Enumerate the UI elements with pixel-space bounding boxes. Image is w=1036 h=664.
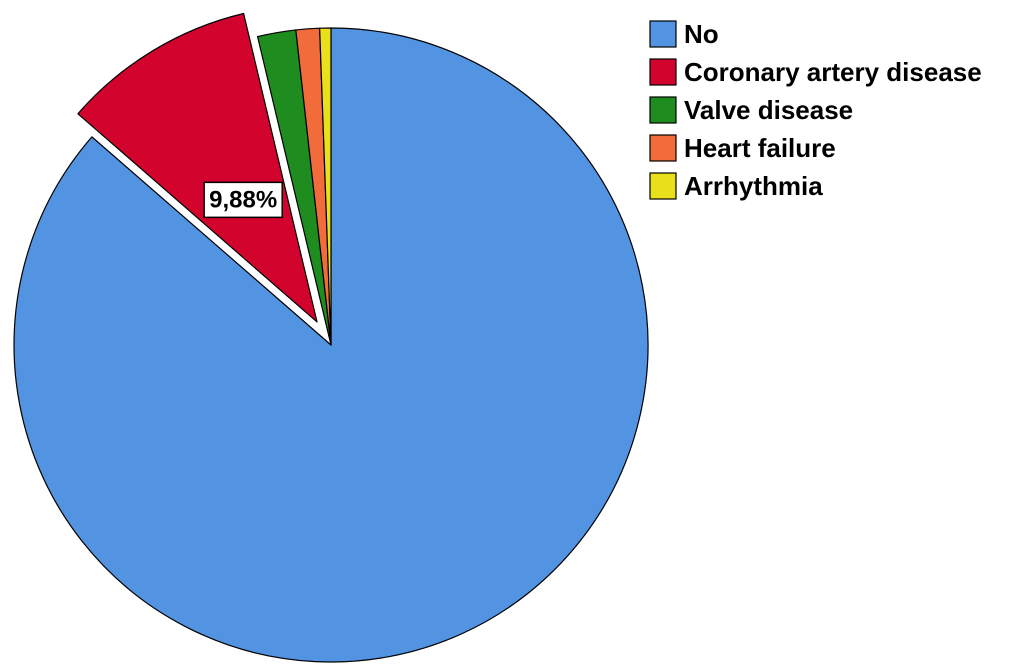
- legend-swatch: [649, 20, 677, 48]
- legend-label: No: [684, 19, 719, 49]
- data-label-coronary-artery-disease: 9,88%: [203, 181, 283, 219]
- legend-swatch: [649, 134, 677, 162]
- legend-item-no: No: [649, 19, 719, 49]
- legend: No Coronary artery disease Valve disease He…: [649, 19, 982, 201]
- pie-data-labels: 9,88%: [203, 181, 283, 219]
- legend-item-coronary-artery-disease: Coronary artery disease: [649, 57, 982, 87]
- legend-label: Valve disease: [684, 95, 853, 125]
- legend-item-arrhythmia: Arrhythmia: [649, 171, 823, 201]
- legend-swatch: [649, 58, 677, 86]
- legend-label: Heart failure: [684, 133, 836, 163]
- pie-slice-coronary-artery-disease: [77, 12, 318, 323]
- legend-item-heart-failure: Heart failure: [649, 133, 836, 163]
- legend-swatch: [649, 172, 677, 200]
- data-label-text: 9,88%: [209, 186, 277, 213]
- data-label-box: [203, 181, 283, 219]
- legend-label: Coronary artery disease: [684, 57, 982, 87]
- pie-slices: [13, 12, 649, 663]
- legend-label: Arrhythmia: [684, 171, 823, 201]
- legend-swatch: [649, 96, 677, 124]
- legend-item-valve-disease: Valve disease: [649, 95, 853, 125]
- pie-slice-arrhythmia: [319, 27, 332, 346]
